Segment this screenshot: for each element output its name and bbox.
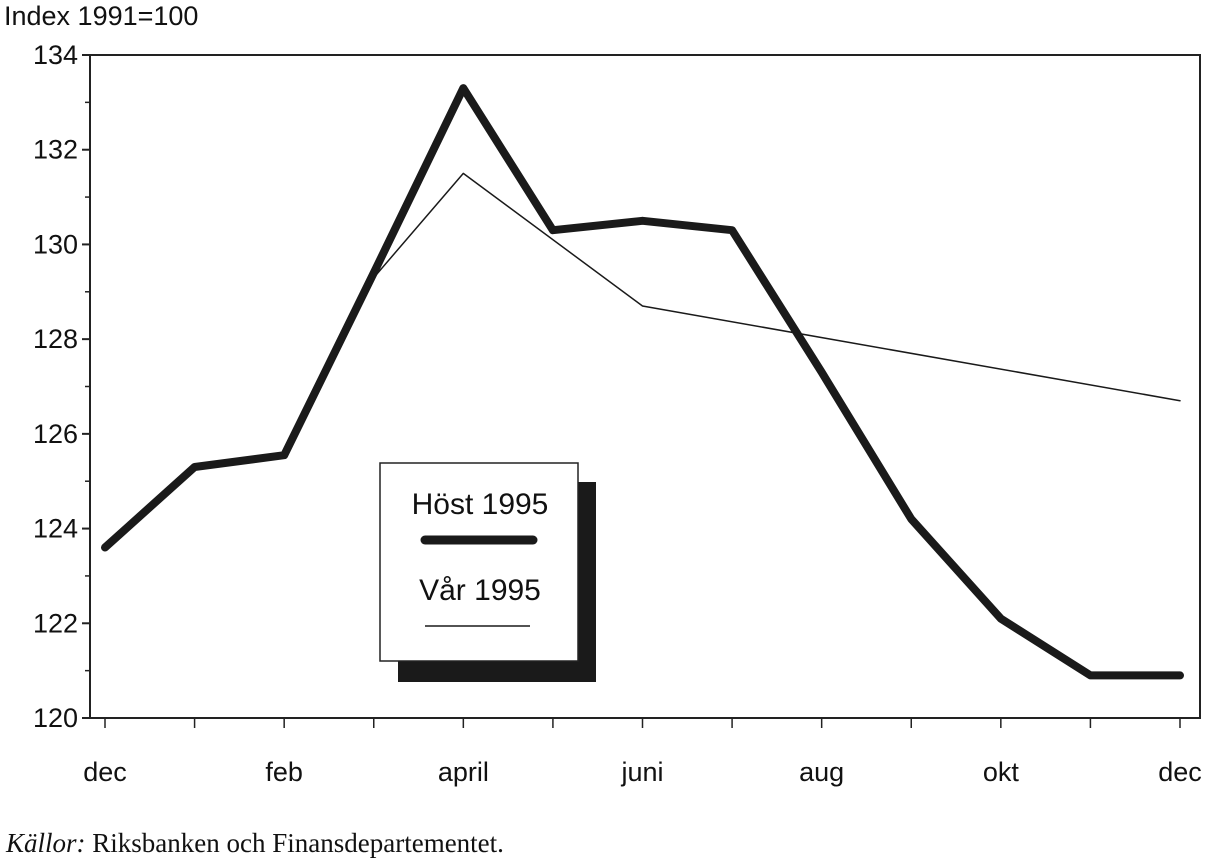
y-tick-label: 122 [33, 608, 78, 638]
y-tick-label: 124 [33, 514, 78, 544]
plot-frame [89, 54, 1201, 719]
series-line-host-1995 [101, 84, 1184, 680]
series-line-var-1995 [373, 172, 1181, 402]
legend-box [379, 462, 579, 662]
x-tick-label: april [438, 757, 489, 787]
y-tick-label: 128 [33, 324, 78, 354]
x-tick-label: okt [983, 757, 1020, 787]
x-tick-label: dec [83, 757, 127, 787]
y-tick-label: 132 [33, 135, 78, 165]
source-text: Riksbanken och Finansdepartementet. [85, 828, 504, 858]
legend-label-var-1995: Vår 1995 [419, 574, 541, 607]
y-tick-label: 134 [33, 40, 78, 70]
y-tick-label: 126 [33, 419, 78, 449]
source-note: Källor: Riksbanken och Finansdepartement… [6, 828, 504, 859]
legend: Höst 1995 Vår 1995 [379, 462, 596, 682]
y-axis-label: Index 1991=100 [4, 1, 198, 31]
legend-label-host-1995: Höst 1995 [412, 488, 549, 521]
x-tick-label: aug [799, 757, 844, 787]
x-tick-label: juni [620, 757, 663, 787]
y-tick-label: 130 [33, 229, 78, 259]
source-label: Källor: [6, 828, 86, 858]
x-tick-label: feb [265, 757, 303, 787]
line-chart: Index 1991=100 120 122 124 126 128 130 132 134 d… [4, 1, 1202, 787]
y-tick-label: 120 [33, 703, 78, 733]
x-tick-label: dec [1158, 757, 1202, 787]
